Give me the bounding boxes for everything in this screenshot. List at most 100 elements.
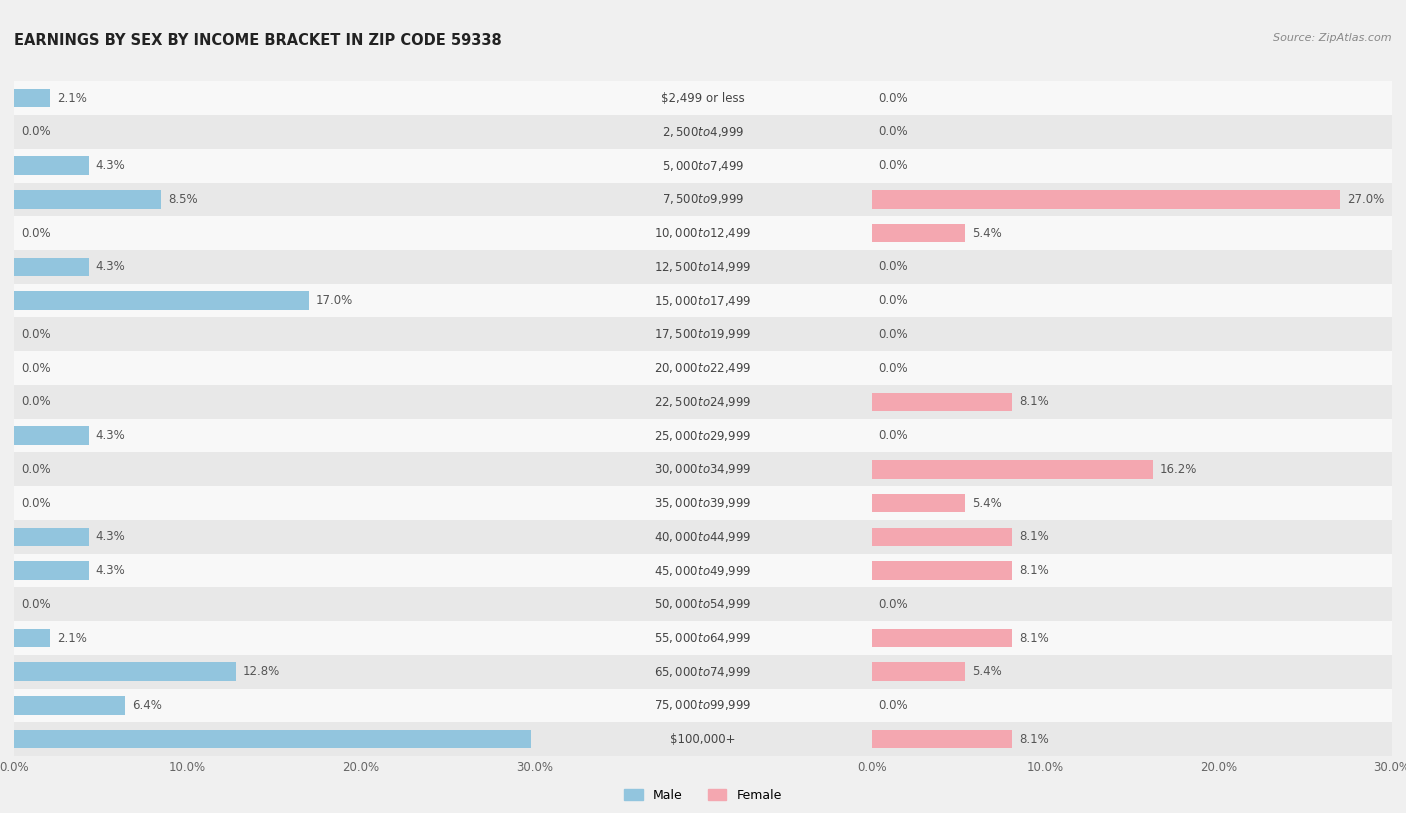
Bar	[872, 460, 1153, 479]
Text: $15,000 to $17,499: $15,000 to $17,499	[654, 293, 752, 307]
Bar	[14, 655, 534, 689]
Text: 4.3%: 4.3%	[96, 530, 125, 543]
Bar	[534, 621, 872, 655]
Text: 0.0%: 0.0%	[879, 699, 908, 712]
Text: $30,000 to $34,999: $30,000 to $34,999	[654, 463, 752, 476]
Text: $45,000 to $49,999: $45,000 to $49,999	[654, 563, 752, 577]
Bar	[872, 493, 966, 512]
Text: 0.0%: 0.0%	[21, 598, 51, 611]
Bar	[872, 554, 1392, 587]
Text: 8.1%: 8.1%	[1019, 395, 1049, 408]
Bar	[872, 520, 1392, 554]
Bar	[14, 89, 51, 107]
Bar	[872, 190, 1340, 209]
Bar	[872, 730, 1012, 749]
Text: 2.1%: 2.1%	[58, 92, 87, 105]
Bar	[534, 419, 872, 452]
Text: 8.1%: 8.1%	[1019, 632, 1049, 645]
Text: 8.1%: 8.1%	[1019, 733, 1049, 746]
Text: $100,000+: $100,000+	[671, 733, 735, 746]
Bar	[14, 149, 534, 182]
Bar	[872, 419, 1392, 452]
Bar	[14, 426, 89, 445]
Bar	[534, 587, 872, 621]
Bar	[872, 182, 1392, 216]
Bar	[14, 216, 534, 250]
Text: $10,000 to $12,499: $10,000 to $12,499	[654, 226, 752, 240]
Text: 2.1%: 2.1%	[58, 632, 87, 645]
Bar	[14, 520, 534, 554]
Text: $2,499 or less: $2,499 or less	[661, 92, 745, 105]
Bar	[872, 587, 1392, 621]
Bar	[872, 528, 1012, 546]
Text: 0.0%: 0.0%	[21, 227, 51, 240]
Bar	[872, 655, 1392, 689]
Text: 4.3%: 4.3%	[96, 159, 125, 172]
Bar	[14, 156, 89, 175]
Bar	[14, 587, 534, 621]
Text: 5.4%: 5.4%	[973, 497, 1002, 510]
Text: 12.8%: 12.8%	[243, 665, 280, 678]
Bar	[14, 696, 125, 715]
Text: 5.4%: 5.4%	[973, 227, 1002, 240]
Bar	[14, 561, 89, 580]
Text: 0.0%: 0.0%	[21, 463, 51, 476]
Text: 4.3%: 4.3%	[96, 429, 125, 442]
Bar	[872, 351, 1392, 385]
Bar	[534, 250, 872, 284]
Bar	[14, 317, 534, 351]
Bar	[14, 722, 534, 756]
Bar	[534, 486, 872, 520]
Text: 29.8%: 29.8%	[537, 733, 575, 746]
Text: 0.0%: 0.0%	[879, 429, 908, 442]
Text: $25,000 to $29,999: $25,000 to $29,999	[654, 428, 752, 442]
Text: 4.3%: 4.3%	[96, 260, 125, 273]
Bar	[872, 663, 966, 681]
Text: 0.0%: 0.0%	[879, 159, 908, 172]
Bar	[534, 554, 872, 587]
Bar	[534, 182, 872, 216]
Bar	[872, 393, 1012, 411]
Text: 8.5%: 8.5%	[169, 193, 198, 206]
Text: $35,000 to $39,999: $35,000 to $39,999	[654, 496, 752, 510]
Text: 0.0%: 0.0%	[21, 362, 51, 375]
Text: 0.0%: 0.0%	[879, 362, 908, 375]
Bar	[872, 81, 1392, 115]
Text: EARNINGS BY SEX BY INCOME BRACKET IN ZIP CODE 59338: EARNINGS BY SEX BY INCOME BRACKET IN ZIP…	[14, 33, 502, 47]
Bar	[872, 224, 966, 242]
Text: 8.1%: 8.1%	[1019, 530, 1049, 543]
Bar	[14, 182, 534, 216]
Text: $5,000 to $7,499: $5,000 to $7,499	[662, 159, 744, 172]
Bar	[872, 486, 1392, 520]
Bar	[534, 722, 872, 756]
Text: $20,000 to $22,499: $20,000 to $22,499	[654, 361, 752, 375]
Bar	[872, 621, 1392, 655]
Text: 17.0%: 17.0%	[316, 294, 353, 307]
Bar	[14, 250, 534, 284]
Text: 0.0%: 0.0%	[879, 125, 908, 138]
Bar	[534, 689, 872, 722]
Bar	[872, 561, 1012, 580]
Bar	[14, 190, 162, 209]
Text: $75,000 to $99,999: $75,000 to $99,999	[654, 698, 752, 712]
Text: 0.0%: 0.0%	[21, 328, 51, 341]
Bar	[14, 528, 89, 546]
Text: 8.1%: 8.1%	[1019, 564, 1049, 577]
Bar	[14, 115, 534, 149]
Bar	[534, 317, 872, 351]
Bar	[872, 452, 1392, 486]
Bar	[872, 115, 1392, 149]
Bar	[14, 628, 51, 647]
Bar	[534, 216, 872, 250]
Bar	[14, 385, 534, 419]
Legend: Male, Female: Male, Female	[619, 784, 787, 806]
Text: 0.0%: 0.0%	[21, 395, 51, 408]
Bar	[872, 689, 1392, 722]
Text: 0.0%: 0.0%	[879, 92, 908, 105]
Bar	[534, 149, 872, 182]
Text: 0.0%: 0.0%	[879, 294, 908, 307]
Bar	[534, 284, 872, 317]
Text: $7,500 to $9,999: $7,500 to $9,999	[662, 193, 744, 207]
Text: $40,000 to $44,999: $40,000 to $44,999	[654, 530, 752, 544]
Bar	[14, 621, 534, 655]
